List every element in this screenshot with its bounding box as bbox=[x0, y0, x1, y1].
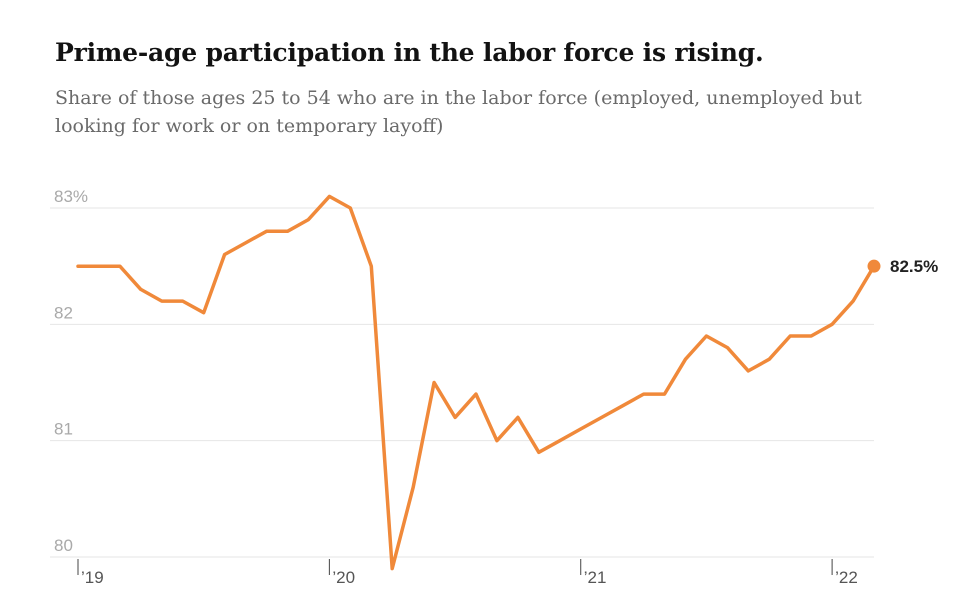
chart-title: Prime-age participation in the labor for… bbox=[55, 38, 764, 67]
y-tick-label: 81 bbox=[54, 420, 73, 439]
y-tick-label: 80 bbox=[54, 536, 73, 555]
x-axis: ’19 ’20 ’21 ’22 bbox=[77, 559, 858, 587]
x-tick-label: ’19 bbox=[81, 568, 104, 587]
series-layer bbox=[76, 194, 876, 571]
y-axis-labels: 83% 82 81 80 bbox=[54, 187, 88, 555]
x-tick-label: ’21 bbox=[584, 568, 607, 587]
series-line bbox=[76, 194, 876, 571]
end-point-marker bbox=[867, 259, 881, 273]
x-tick-label: ’20 bbox=[332, 568, 355, 587]
chart-subtitle: Share of those ages 25 to 54 who are in … bbox=[55, 87, 862, 137]
x-tick-label: ’22 bbox=[835, 568, 858, 587]
gridlines bbox=[50, 207, 874, 558]
y-tick-label: 82 bbox=[54, 303, 73, 322]
end-value-label: 82.5% bbox=[890, 257, 938, 276]
y-tick-label: 83% bbox=[54, 187, 88, 206]
end-marker-layer: 82.5% bbox=[867, 257, 938, 276]
